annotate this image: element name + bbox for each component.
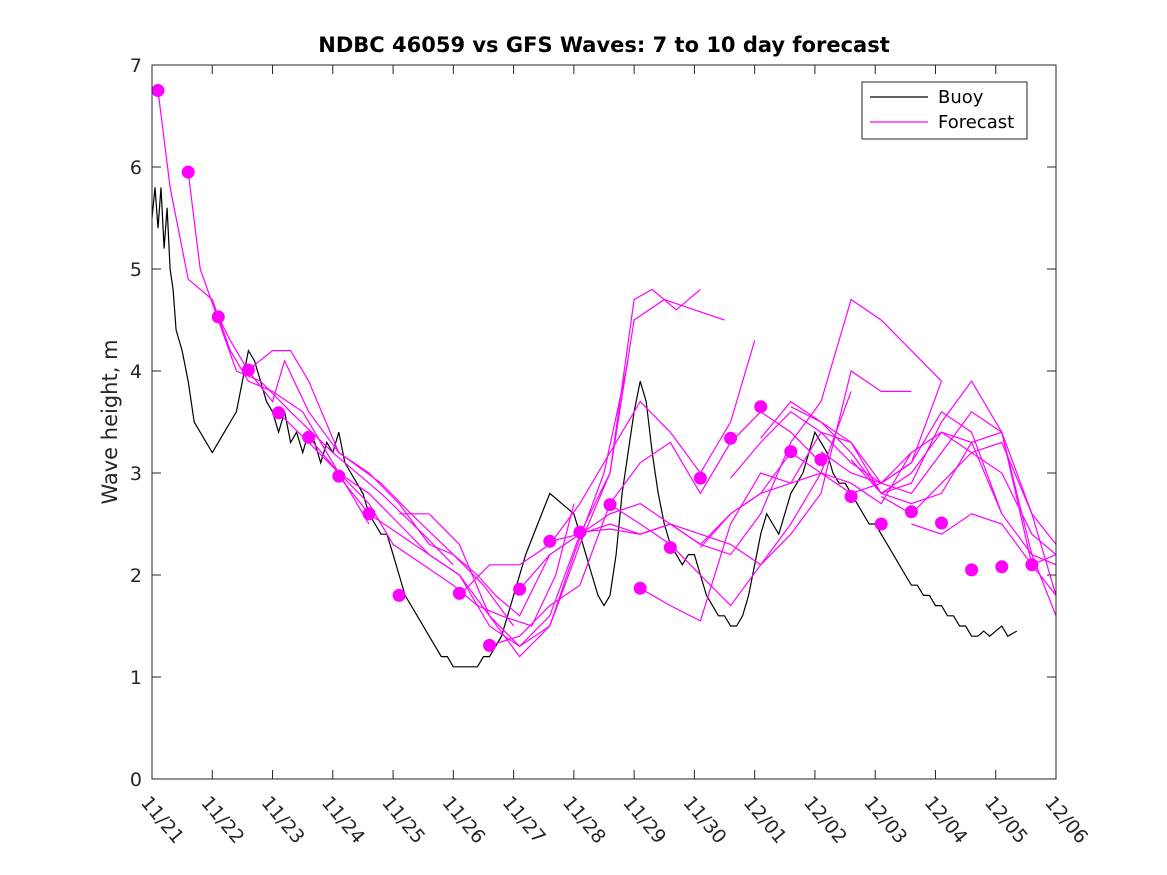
forecast-point — [754, 400, 768, 414]
series-layer — [151, 187, 1018, 668]
forecast-point — [392, 588, 406, 602]
forecast-point — [814, 453, 828, 467]
forecast-point — [151, 84, 165, 97]
forecast-series-line — [399, 298, 725, 658]
forecast-point — [302, 430, 316, 444]
y-tick-label: 0 — [130, 769, 142, 791]
plot-area — [152, 65, 1056, 779]
legend-box — [861, 81, 1028, 140]
forecast-series-line — [730, 410, 1057, 566]
legend: Buoy Forecast — [861, 81, 1028, 140]
forecast-point — [844, 490, 858, 503]
forecast-point — [1025, 558, 1039, 572]
legend-buoy-label: Buoy — [938, 87, 984, 108]
forecast-point — [513, 582, 527, 596]
forecast-point — [965, 563, 979, 577]
forecast-point — [211, 310, 225, 324]
forecast-point — [603, 498, 617, 512]
legend-forecast-label: Forecast — [938, 112, 1014, 133]
forecast-series-line — [308, 360, 629, 648]
y-tick-label: 2 — [130, 565, 142, 587]
forecast-series-line — [760, 400, 1057, 545]
forecast-points-layer — [151, 84, 1039, 652]
forecast-point — [663, 541, 677, 554]
forecast-series-line — [458, 340, 756, 596]
forecast-layer — [157, 90, 1057, 658]
forecast-point — [181, 165, 195, 179]
forecast-point — [543, 534, 557, 548]
forecast-point — [904, 505, 918, 519]
forecast-series-line — [699, 431, 1003, 548]
forecast-series-line — [248, 350, 551, 617]
forecast-point — [332, 469, 346, 483]
forecast-point — [272, 406, 286, 420]
forecast-point — [935, 516, 948, 530]
forecast-point — [874, 517, 888, 531]
forecast-point — [483, 638, 496, 652]
forecast-series-line — [790, 380, 1057, 596]
y-tick-label: 4 — [130, 361, 142, 383]
forecast-point — [241, 363, 255, 377]
forecast-point — [452, 586, 466, 600]
forecast-series-line — [338, 288, 701, 648]
forecast-series-line — [489, 411, 822, 646]
chart-title: NDBC 46059 vs GFS Waves: 7 to 10 day for… — [318, 33, 889, 57]
plot-frame — [151, 64, 1057, 780]
y-tick-label: 6 — [130, 157, 142, 179]
forecast-point — [362, 507, 376, 521]
buoy-series-line — [151, 187, 1018, 668]
y-axis-label: Wave height, m — [98, 339, 122, 504]
y-tick-label: 1 — [130, 667, 142, 689]
forecast-point — [784, 445, 798, 459]
forecast-point — [573, 525, 587, 539]
forecast-series-line — [579, 370, 912, 566]
y-tick-label: 3 — [130, 463, 142, 485]
forecast-point — [693, 471, 707, 485]
y-tick-label: 7 — [130, 55, 142, 77]
forecast-point — [633, 581, 647, 595]
forecast-series-line — [549, 298, 942, 556]
forecast-point — [724, 431, 738, 445]
forecast-point — [995, 560, 1009, 574]
y-tick-label: 5 — [130, 259, 142, 281]
